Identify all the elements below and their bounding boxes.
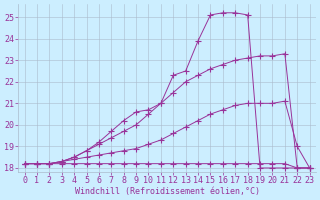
X-axis label: Windchill (Refroidissement éolien,°C): Windchill (Refroidissement éolien,°C): [75, 187, 260, 196]
